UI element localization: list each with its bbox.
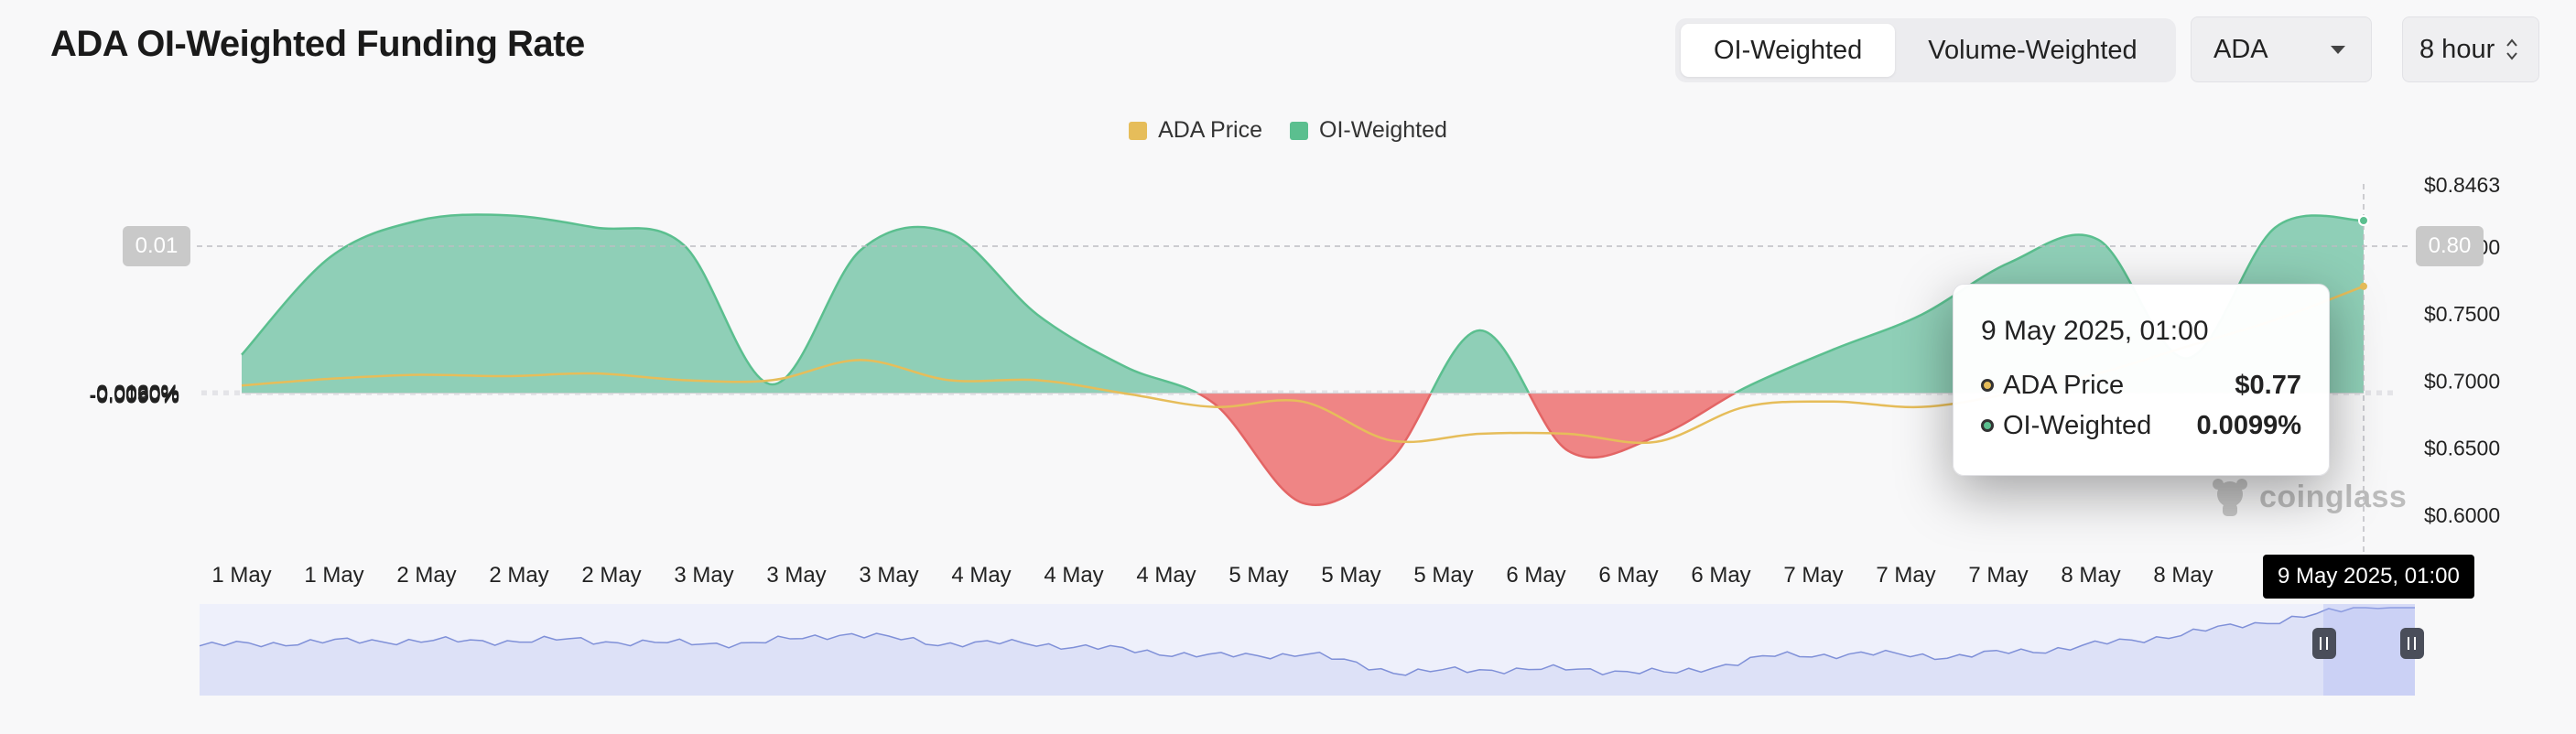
navigator-handle-left [2312, 628, 2336, 659]
interval-select-value: 8 hour [2419, 34, 2495, 64]
y-right-tick-label: $0.6000 [2424, 503, 2500, 527]
oi-positive-line [241, 213, 2365, 394]
x-tick-label: 4 May [951, 563, 1011, 588]
tooltip-value-ada-price: $0.77 [2235, 370, 2301, 400]
weighting-toggle: OI-Weighted Volume-Weighted [1675, 18, 2176, 82]
sort-updown-icon [2506, 38, 2517, 60]
x-tick-label: 3 May [674, 563, 733, 588]
crosshair-left-value: 0.01 [123, 226, 190, 266]
x-tick-label: 2 May [581, 563, 641, 588]
crosshair [197, 184, 2408, 567]
y-left-tick-label: 0% [149, 383, 179, 406]
coinglass-logo-icon [2213, 479, 2247, 516]
tab-oi-weighted[interactable]: OI-Weighted [1681, 24, 1896, 77]
tab-volume-weighted[interactable]: Volume-Weighted [1928, 35, 2138, 65]
y-right-tick-label: $0.6500 [2424, 437, 2500, 460]
x-tick-label: 5 May [1228, 563, 1288, 588]
navigator-area [200, 608, 2415, 696]
tooltip-dot-ada-price [1981, 379, 1994, 392]
y-left-tick-label: -0.0090% [90, 383, 179, 407]
crosshair-right-value: 0.80 [2416, 226, 2484, 266]
x-tick-label: 6 May [1598, 563, 1658, 588]
page-title: ADA OI-Weighted Funding Rate [50, 24, 585, 64]
navigator-handle-right [2400, 628, 2424, 659]
navigator-selection [2323, 604, 2415, 696]
x-axis: 1 May 1 May 2 May 2 May 2 May 3 May 3 May 3 May… [211, 563, 2281, 588]
x-tick-label: 7 May [1783, 563, 1843, 588]
x-tick-label: 7 May [1968, 563, 2028, 588]
watermark-text: coinglass [2259, 479, 2408, 514]
tooltip-value-oi-weighted: 0.0099% [2196, 410, 2302, 440]
y-left-tick-label: 0.0060% [96, 381, 179, 405]
y-left-tick-label: 0.0030% [96, 382, 179, 405]
x-tick-label: 8 May [2153, 563, 2213, 588]
x-tick-label: 6 May [1691, 563, 1750, 588]
tooltip-date: 9 May 2025, 01:00 [1981, 316, 2209, 346]
y-left-tick-label: -0.0030% [90, 383, 179, 406]
x-tick-label: 5 May [1413, 563, 1473, 588]
x-tick-label: 2 May [489, 563, 548, 588]
y-axis-left: 0.0120%0.0090%0.0060%0.0030%0%-0.0030%-0… [90, 380, 179, 407]
legend-label-ada-price: ADA Price [1158, 117, 1263, 143]
x-tick-label: 6 May [1506, 563, 1565, 588]
legend-item-ada-price[interactable]: ADA Price [1129, 117, 1262, 144]
tooltip-row-ada-price: ADA Price $0.77 [1981, 365, 2301, 405]
x-tick-label: 8 May [2061, 563, 2120, 588]
y-right-tick-label: $0.7000 [2424, 369, 2500, 393]
x-tick-label: 4 May [1136, 563, 1196, 588]
coin-select-value: ADA [2213, 34, 2268, 64]
crosshair-point-oi [2358, 215, 2369, 226]
crosshair-point-price [2360, 282, 2367, 290]
chart-tooltip: 9 May 2025, 01:00 ADA Price $0.77 OI-Wei… [1953, 284, 2330, 476]
x-tick-label: 1 May [211, 563, 271, 588]
legend-swatch-oi-weighted [1290, 121, 1309, 140]
y-axis-right: $0.8463$0.8000$0.7500$0.7000$0.6500$0.60… [2424, 173, 2500, 527]
y-left-tick-label: 0.0120% [96, 380, 179, 404]
legend-label-oi-weighted: OI-Weighted [1319, 117, 1447, 143]
y-right-tick-label: $0.8463 [2424, 173, 2500, 197]
tooltip-dot-oi-weighted [1981, 419, 1994, 432]
x-tick-label: 3 May [766, 563, 826, 588]
y-right-tick-label: $0.7500 [2424, 302, 2500, 326]
x-tick-label: 5 May [1321, 563, 1380, 588]
oi-negative-line [1195, 393, 1737, 506]
x-tick-label: 1 May [304, 563, 363, 588]
interval-select[interactable]: 8 hour [2402, 16, 2539, 82]
navigator-line [199, 607, 2415, 676]
chart-legend: ADA Price OI-Weighted [0, 117, 2576, 144]
crosshair-x-label: 9 May 2025, 01:00 [2263, 555, 2474, 599]
legend-item-oi-weighted[interactable]: OI-Weighted [1290, 117, 1447, 144]
tooltip-label-oi-weighted: OI-Weighted [2003, 410, 2152, 440]
tooltip-label-ada-price: ADA Price [2003, 370, 2125, 400]
x-tick-label: 7 May [1876, 563, 1935, 588]
y-left-tick-label: -0.0060% [90, 383, 179, 407]
oi-negative-area [1197, 393, 1736, 505]
range-navigator[interactable] [199, 604, 2424, 696]
coin-select[interactable]: ADA [2191, 16, 2372, 82]
x-tick-label: 4 May [1044, 563, 1103, 588]
coinglass-watermark: coinglass [2210, 476, 2407, 518]
y-left-tick-label: 0.0090% [96, 381, 179, 405]
tooltip-row-oi-weighted: OI-Weighted 0.0099% [1981, 405, 2301, 446]
x-tick-label: 2 May [396, 563, 456, 588]
x-tick-label: 3 May [859, 563, 918, 588]
chevron-down-icon [2331, 46, 2345, 54]
legend-swatch-ada-price [1129, 121, 1148, 140]
